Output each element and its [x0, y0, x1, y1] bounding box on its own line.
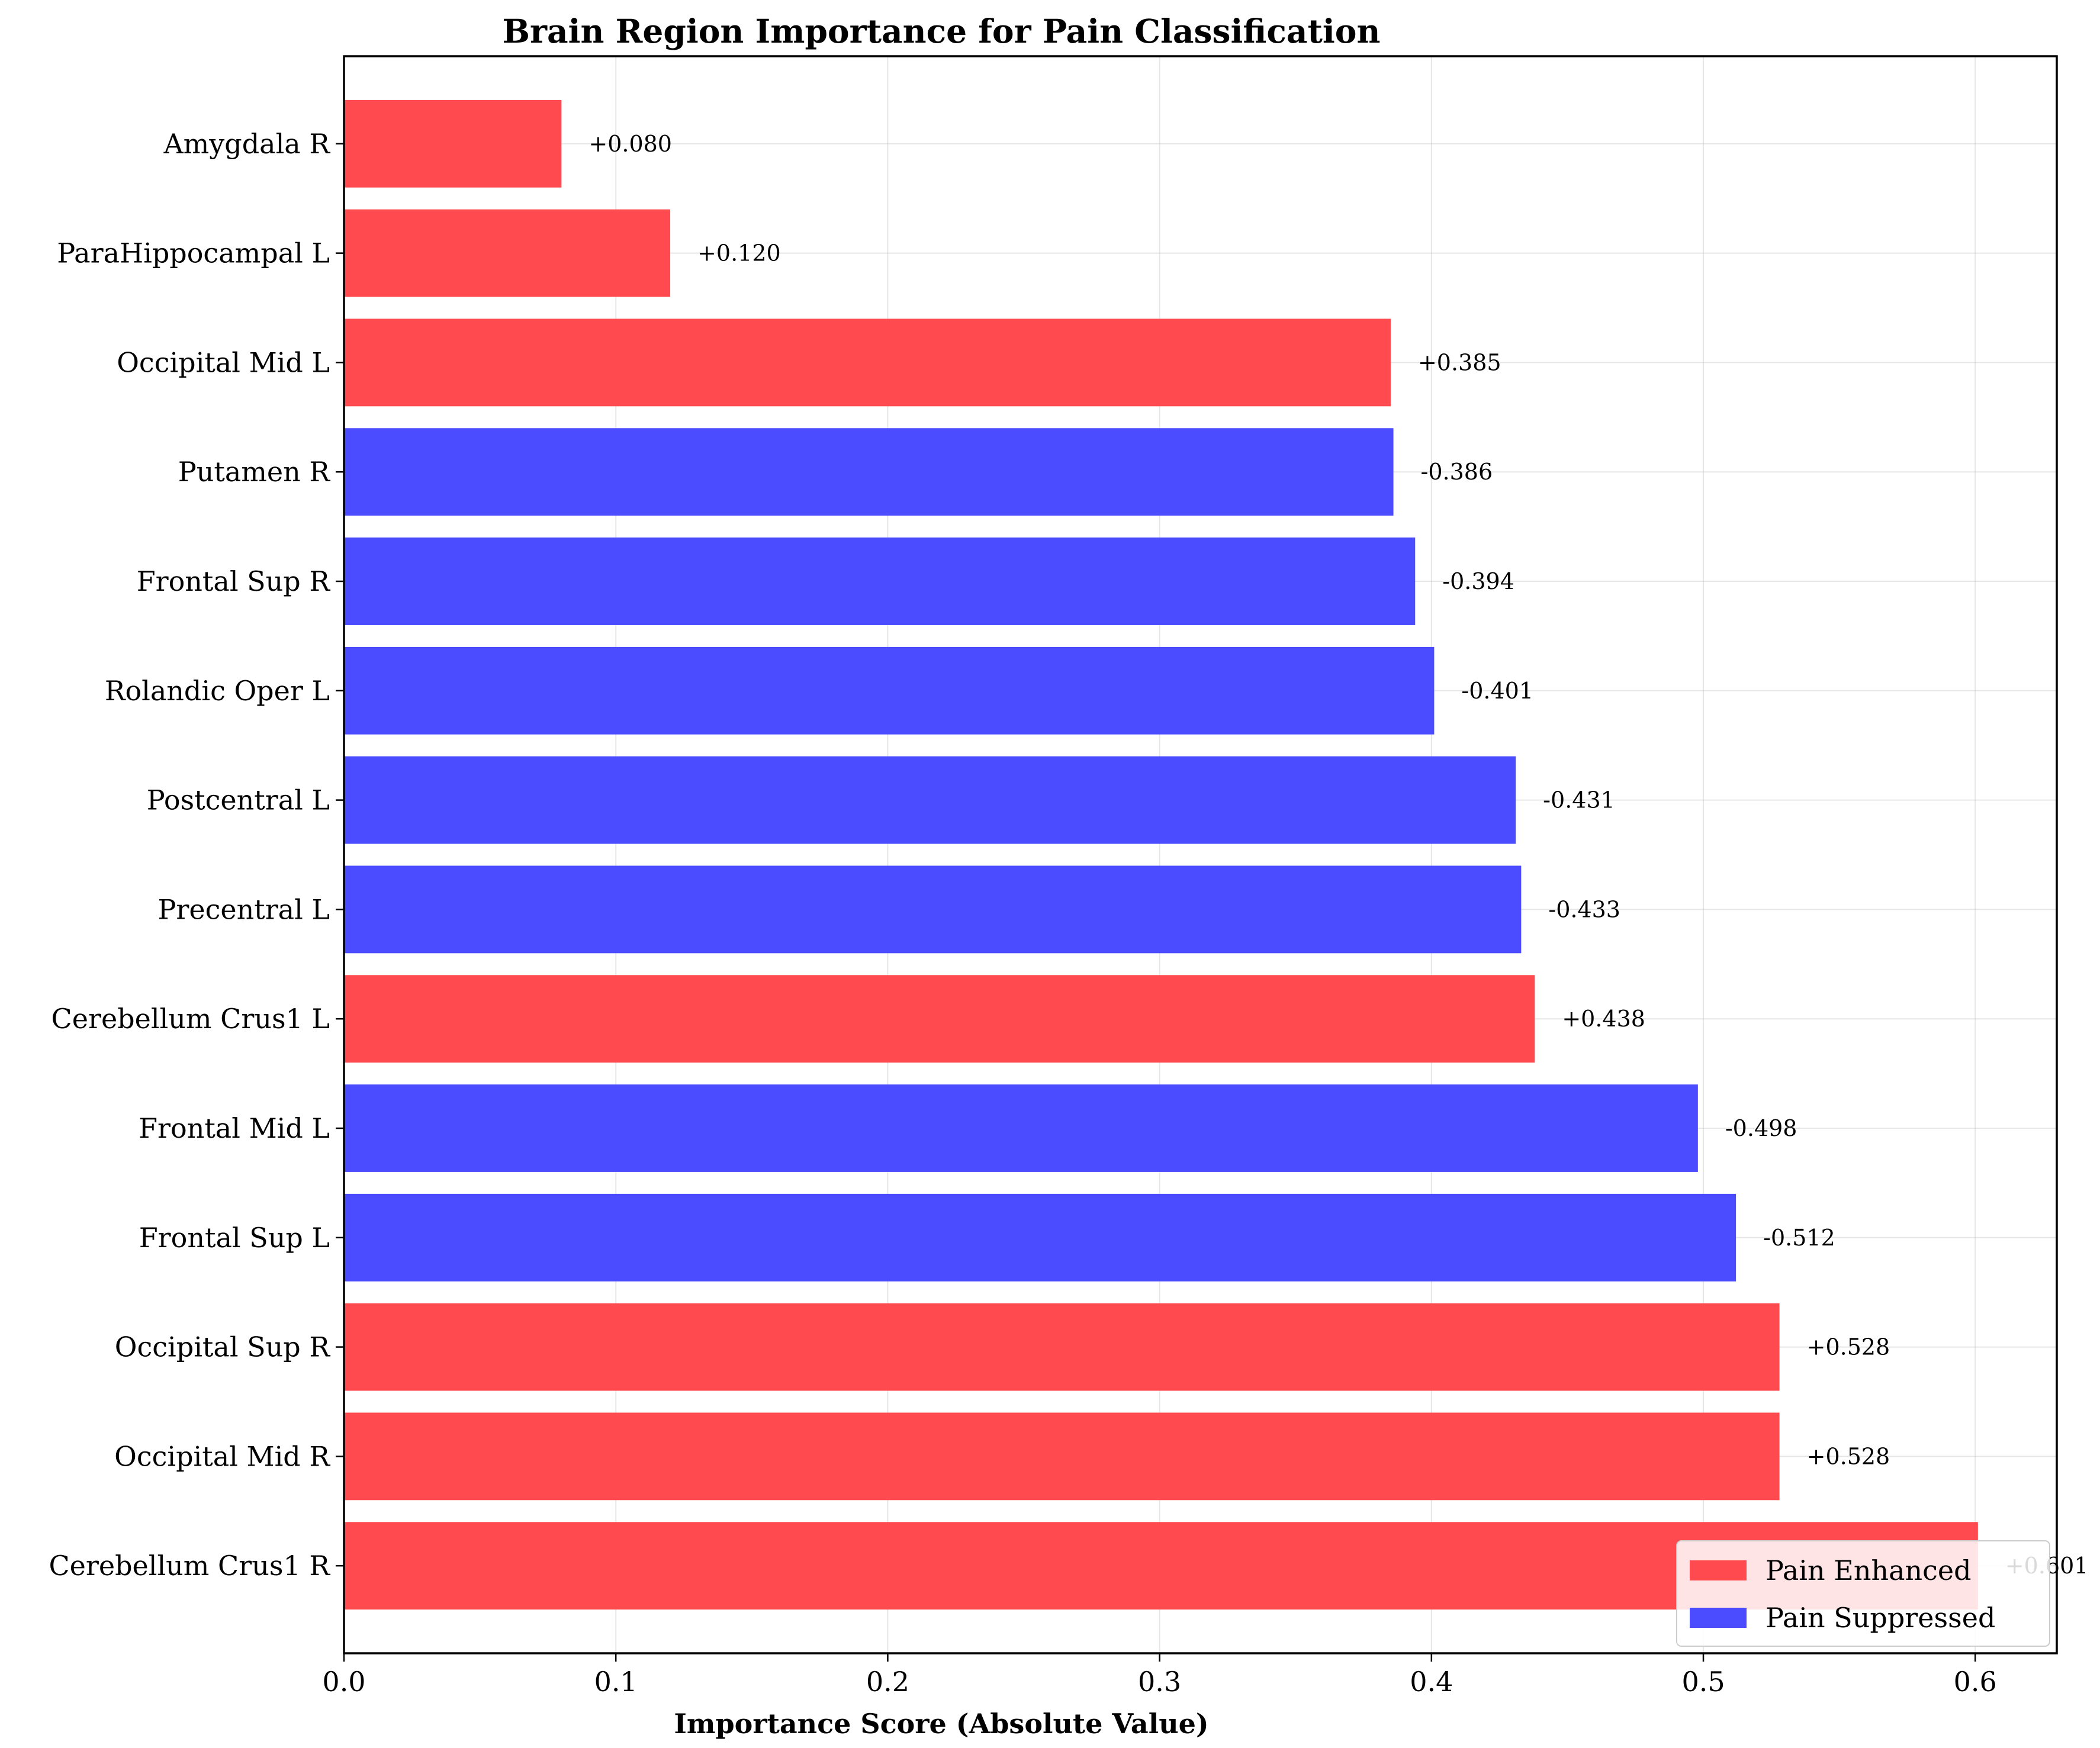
plot-frame: [343, 55, 2058, 1654]
value-label: +0.120: [697, 240, 781, 266]
bar: [344, 99, 562, 188]
region-label: Frontal Mid L: [139, 1112, 330, 1144]
value-label: +0.080: [588, 131, 672, 157]
value-label: +0.438: [1562, 1006, 1645, 1032]
legend-label: Pain Enhanced: [1765, 1554, 1972, 1586]
x-axis-title: Importance Score (Absolute Value): [674, 1708, 1208, 1740]
legend-box: [1676, 1540, 2050, 1647]
region-label: Postcentral L: [147, 784, 330, 816]
region-label: Frontal Sup L: [139, 1222, 330, 1254]
bar: [344, 1193, 1736, 1282]
legend-label: Pain Suppressed: [1765, 1602, 1995, 1634]
bar: [344, 756, 1516, 844]
region-label: Precentral L: [157, 893, 330, 925]
value-label: -0.386: [1421, 459, 1493, 485]
x-tick-label: 0.5: [1681, 1666, 1725, 1698]
bar: [344, 537, 1416, 625]
bars: [344, 99, 1978, 1610]
value-label: -0.498: [1725, 1115, 1797, 1141]
value-label: +0.528: [1807, 1334, 1890, 1360]
value-label: -0.394: [1442, 568, 1514, 594]
x-tick-label: 0.3: [1138, 1666, 1181, 1698]
region-label: Rolandic Oper L: [105, 675, 330, 707]
region-label: Amygdala R: [163, 128, 330, 160]
region-label: Occipital Mid R: [114, 1440, 330, 1472]
x-axis: 0.0 0.1 0.2 0.3 0.4 0.5 0.6: [322, 1653, 1997, 1698]
bar: [344, 428, 1394, 516]
bar: [344, 1303, 1780, 1391]
value-labels: +0.080 +0.120 +0.385 -0.386 -0.394 -0.401 -0.4…: [588, 131, 2088, 1579]
x-tick-label: 0.6: [1954, 1666, 1997, 1698]
region-label: Cerebellum Crus1 L: [52, 1003, 330, 1035]
region-label: Occipital Mid L: [117, 346, 330, 378]
value-label: -0.431: [1543, 787, 1615, 813]
value-label: +0.385: [1418, 349, 1501, 375]
x-tick-label: 0.2: [866, 1666, 909, 1698]
bar: [344, 318, 1391, 407]
bar: [344, 865, 1522, 954]
region-label: ParaHippocampal L: [57, 237, 330, 269]
bar: [344, 209, 671, 297]
region-label: Frontal Sup R: [137, 565, 331, 597]
x-tick-label: 0.1: [594, 1666, 638, 1698]
bar: [344, 646, 1435, 735]
value-label: -0.401: [1461, 678, 1533, 704]
bar: [344, 1412, 1780, 1501]
bar: [344, 975, 1535, 1063]
x-tick-label: 0.0: [322, 1666, 365, 1698]
legend-swatch: [1690, 1560, 1747, 1580]
legend-swatch: [1690, 1608, 1747, 1628]
x-tick-label: 0.4: [1410, 1666, 1453, 1698]
bar: [344, 1084, 1698, 1172]
value-label: +0.528: [1807, 1443, 1890, 1469]
legend: Pain Enhanced Pain Suppressed: [1676, 1540, 2050, 1647]
region-label: Putamen R: [178, 456, 331, 488]
y-axis: Amygdala R ParaHippocampal L Occipital Mid…: [49, 128, 344, 1582]
region-label: Cerebellum Crus1 R: [49, 1550, 330, 1582]
value-label: -0.512: [1763, 1225, 1835, 1251]
region-label: Occipital Sup R: [115, 1331, 331, 1363]
value-label: -0.433: [1548, 896, 1620, 922]
chart-title: Brain Region Importance for Pain Classif…: [503, 12, 1381, 50]
